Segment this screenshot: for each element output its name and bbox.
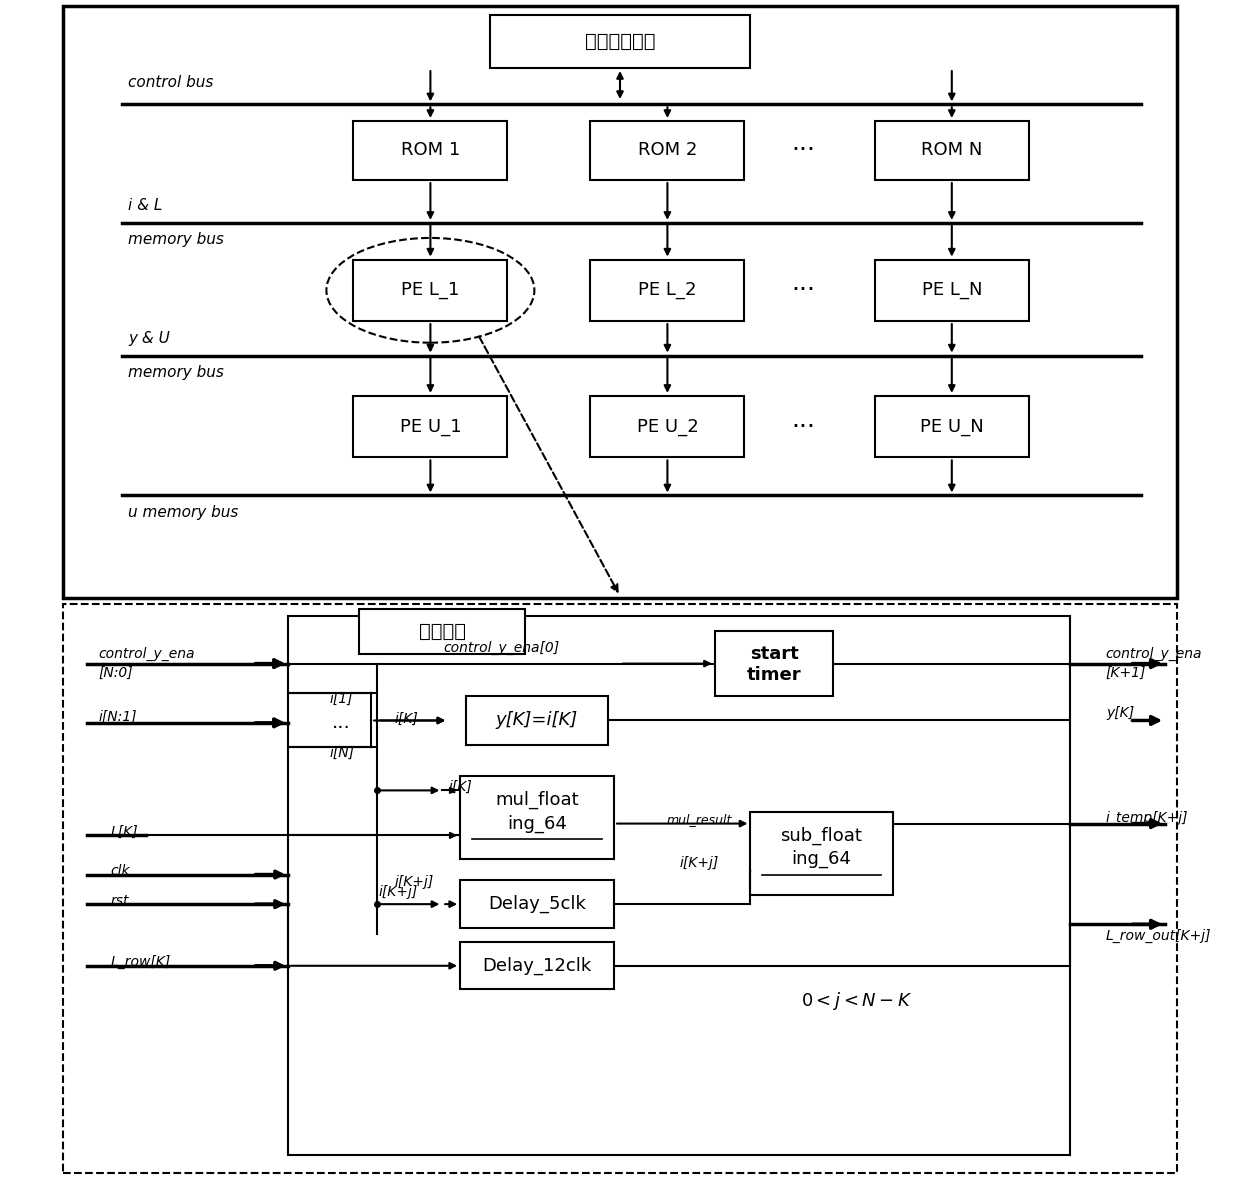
FancyBboxPatch shape <box>466 696 608 745</box>
FancyBboxPatch shape <box>460 776 614 859</box>
Text: PE L_1: PE L_1 <box>402 281 460 300</box>
Text: PE L_2: PE L_2 <box>639 281 697 300</box>
Text: PE U_1: PE U_1 <box>399 417 461 436</box>
Text: ing_64: ing_64 <box>507 814 567 833</box>
Text: [K+1]: [K+1] <box>1106 666 1146 680</box>
Text: sub_float: sub_float <box>780 826 862 845</box>
Text: y[K]: y[K] <box>1106 706 1133 720</box>
Text: i[1]: i[1] <box>330 692 353 706</box>
FancyBboxPatch shape <box>353 260 507 321</box>
Text: y & U: y & U <box>128 331 170 346</box>
Text: i_temp[K+j]: i_temp[K+j] <box>1106 811 1188 825</box>
Text: [N:0]: [N:0] <box>99 666 133 680</box>
Text: control_y_ena[0]: control_y_ena[0] <box>444 641 559 655</box>
Text: L[K]: L[K] <box>110 825 138 839</box>
FancyBboxPatch shape <box>874 121 1029 180</box>
FancyBboxPatch shape <box>288 616 1070 1155</box>
Text: ···: ··· <box>791 278 816 302</box>
Text: $0 < j < N - K$: $0 < j < N - K$ <box>801 991 913 1012</box>
Text: y[K]=i[K]: y[K]=i[K] <box>496 711 578 730</box>
Text: Delay_5clk: Delay_5clk <box>489 895 587 914</box>
Text: i & L: i & L <box>128 198 162 213</box>
Text: control bus: control bus <box>128 75 213 90</box>
Text: i[K]: i[K] <box>448 780 472 794</box>
Text: memory bus: memory bus <box>128 365 224 380</box>
FancyBboxPatch shape <box>750 812 893 895</box>
FancyBboxPatch shape <box>63 604 1177 1173</box>
Text: control_y_ena: control_y_ena <box>99 647 195 661</box>
Text: clk: clk <box>110 864 130 878</box>
Text: memory bus: memory bus <box>128 232 224 248</box>
Text: i[K+j]: i[K+j] <box>394 875 434 889</box>
FancyBboxPatch shape <box>714 630 833 696</box>
FancyBboxPatch shape <box>490 14 750 68</box>
Text: ROM 2: ROM 2 <box>637 141 697 160</box>
FancyBboxPatch shape <box>874 396 1029 457</box>
Text: start: start <box>750 645 799 664</box>
Text: ···: ··· <box>332 719 351 738</box>
Text: L_row[K]: L_row[K] <box>110 955 171 969</box>
Text: ROM 1: ROM 1 <box>401 141 460 160</box>
Text: control_y_ena: control_y_ena <box>1106 647 1203 661</box>
Text: 全局求解控制: 全局求解控制 <box>585 32 655 51</box>
Text: Delay_12clk: Delay_12clk <box>482 956 591 975</box>
FancyBboxPatch shape <box>590 396 744 457</box>
Text: i[K+j]: i[K+j] <box>680 856 719 870</box>
Text: i[N]: i[N] <box>329 745 355 760</box>
Text: PE U_N: PE U_N <box>920 417 983 436</box>
FancyBboxPatch shape <box>590 121 744 180</box>
Text: ing_64: ing_64 <box>791 850 852 869</box>
FancyBboxPatch shape <box>63 6 1177 598</box>
FancyBboxPatch shape <box>460 942 614 989</box>
FancyBboxPatch shape <box>460 880 614 928</box>
Text: L_row_out[K+j]: L_row_out[K+j] <box>1106 929 1211 943</box>
Text: mul_float: mul_float <box>495 790 579 809</box>
FancyBboxPatch shape <box>353 396 507 457</box>
FancyBboxPatch shape <box>360 609 526 654</box>
Text: ···: ··· <box>791 139 816 162</box>
Text: i[N:1]: i[N:1] <box>99 710 138 724</box>
Text: rst: rst <box>110 893 129 908</box>
Text: PE U_2: PE U_2 <box>636 417 698 436</box>
Text: timer: timer <box>746 666 801 685</box>
FancyBboxPatch shape <box>590 260 744 321</box>
Text: ···: ··· <box>791 415 816 438</box>
Text: mul_result: mul_result <box>667 814 732 826</box>
Text: i[K+j]: i[K+j] <box>378 885 418 899</box>
Text: ROM N: ROM N <box>921 141 982 160</box>
FancyBboxPatch shape <box>874 260 1029 321</box>
FancyBboxPatch shape <box>353 121 507 180</box>
Text: u memory bus: u memory bus <box>128 505 238 520</box>
Text: i[K]: i[K] <box>394 712 419 726</box>
Text: PE L_N: PE L_N <box>921 281 982 300</box>
Text: 处理单元: 处理单元 <box>419 622 466 641</box>
